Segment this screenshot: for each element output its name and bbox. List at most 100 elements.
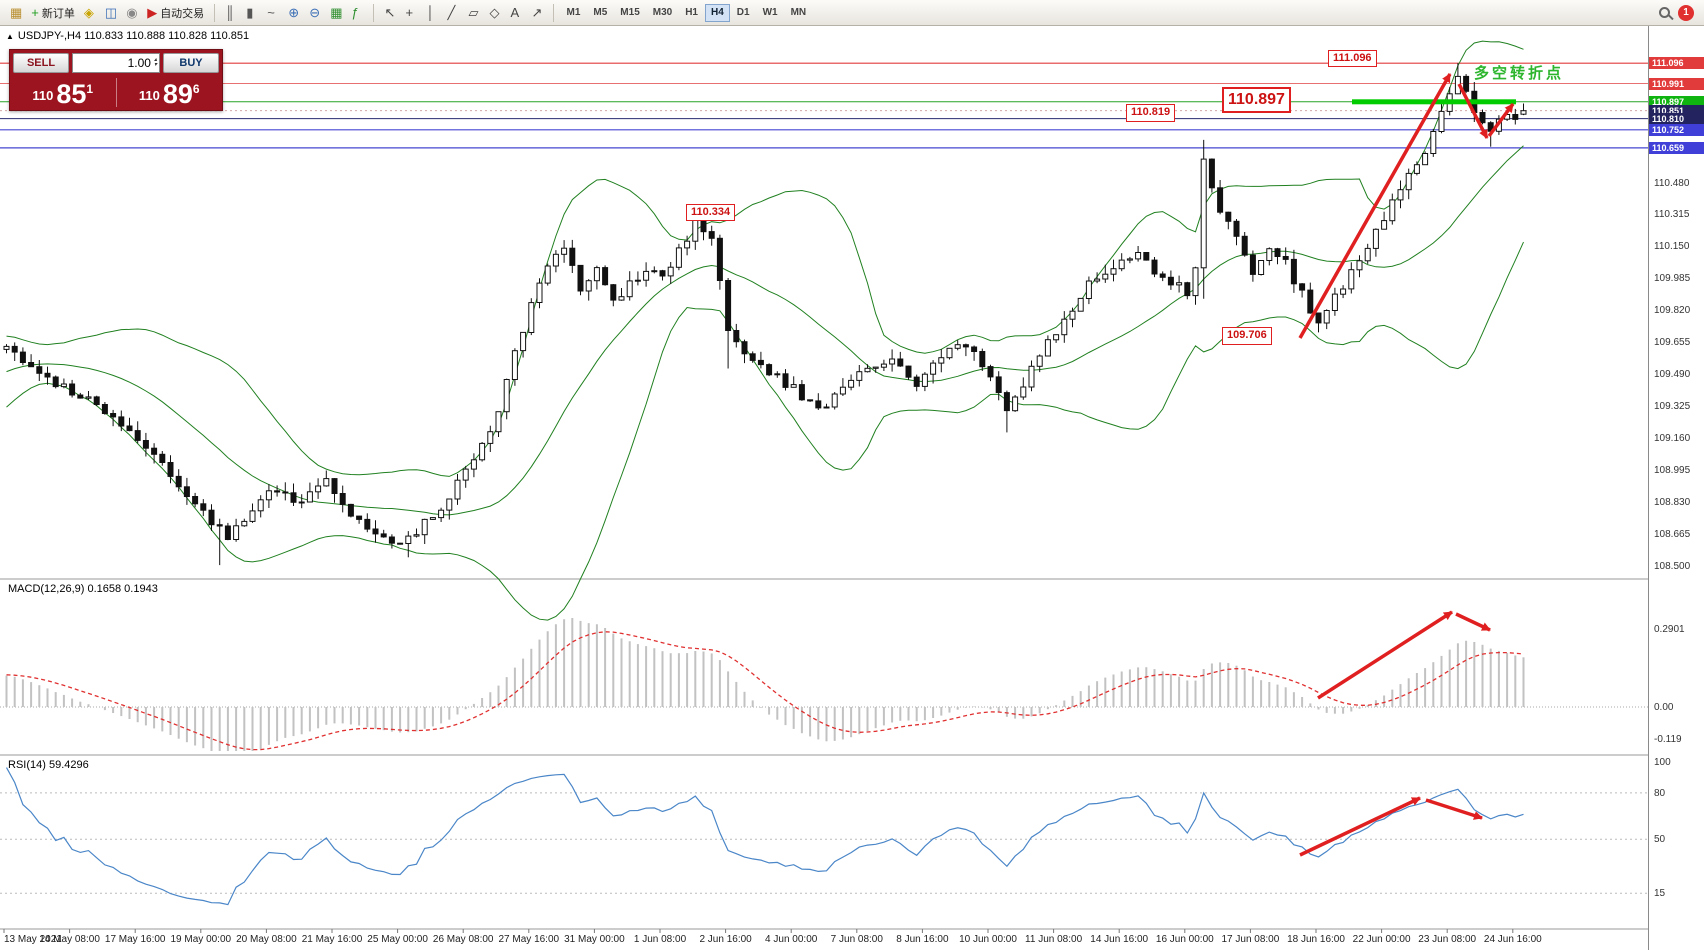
time-axis-label: 23 Jun 08:00 <box>1418 934 1477 945</box>
price-callout[interactable]: 109.706 <box>1222 327 1272 345</box>
price-axis-marker: 110.659 <box>1649 141 1704 154</box>
sell-price[interactable]: 110 85 1 <box>32 79 94 110</box>
tile-windows-button[interactable]: ▦ <box>326 2 346 24</box>
time-axis-label: 21 May 16:00 <box>301 934 363 945</box>
time-axis-label: 17 Jun 08:00 <box>1221 934 1280 945</box>
time-axis-label: 1 Jun 08:00 <box>633 934 687 945</box>
notification-badge[interactable]: 1 <box>1678 4 1694 21</box>
new-order-button[interactable]: + 新订单 <box>27 2 79 24</box>
collapse-panel-icon[interactable]: ▲ <box>6 31 14 41</box>
price-callout[interactable]: 110.819 <box>1126 104 1176 123</box>
market-watch-button[interactable]: ◫ <box>101 2 121 24</box>
data-window-button[interactable]: ◉ <box>122 2 142 24</box>
arrows-button[interactable]: ↗ <box>527 2 547 24</box>
trendline-button[interactable]: ╱ <box>443 2 463 24</box>
bar-chart-icon: ║ <box>225 5 235 20</box>
zoom-out-button[interactable]: ⊖ <box>305 2 325 24</box>
price-callout[interactable]: 110.334 <box>686 203 736 222</box>
price-callout[interactable]: 111.096 <box>1328 49 1377 68</box>
price-axis-label: 110.315 <box>1654 209 1690 221</box>
time-axis-label: 22 Jun 00:00 <box>1352 934 1411 945</box>
trend-arrows <box>1298 73 1515 857</box>
search-icon[interactable] <box>1659 7 1670 18</box>
volume-value: 1.00 <box>127 56 151 70</box>
bar-chart-button[interactable]: ║ <box>221 2 241 24</box>
panel-separators <box>0 578 1704 930</box>
crosshair-button[interactable]: + <box>401 2 421 24</box>
time-axis-label: 25 May 00:00 <box>367 934 428 945</box>
timeframe-m1[interactable]: M1 <box>560 4 586 22</box>
candlesticks <box>3 63 1527 566</box>
text-icon: A <box>510 5 520 20</box>
one-click-trading-panel: SELL 1.00 ▴ ▾ BUY 110 85 1 110 89 6 <box>9 49 223 111</box>
time-axis-label: 13 May 2021 <box>4 934 62 945</box>
macd-axis-label: 0.00 <box>1654 702 1674 713</box>
macd-indicator-label: MACD(12,26,9) 0.1658 0.1943 <box>8 583 158 595</box>
time-axis-label: 16 Jun 00:00 <box>1155 934 1214 945</box>
channel-button[interactable]: ▱ <box>464 2 484 24</box>
turning-point-annotation[interactable]: 多空转折点 <box>1474 65 1565 82</box>
vertical-line-icon: │ <box>426 5 435 20</box>
time-axis-label: 14 May 08:00 <box>39 934 100 945</box>
timeframe-w1[interactable]: W1 <box>757 4 784 22</box>
volume-spinner[interactable]: ▴ ▾ <box>153 57 157 68</box>
volume-down-icon[interactable]: ▾ <box>153 62 157 68</box>
price-callout[interactable]: 110.897 <box>1222 87 1291 114</box>
macd-axis-label: -0.119 <box>1654 733 1682 745</box>
app-chart-button[interactable]: ▦ <box>6 2 26 24</box>
volume-up-icon[interactable]: ▴ <box>153 57 157 63</box>
vertical-line-button[interactable]: │ <box>422 2 442 24</box>
volume-stepper[interactable]: 1.00 ▴ ▾ <box>72 53 160 73</box>
autotrading-button[interactable]: ▶ 自动交易 <box>143 2 208 24</box>
time-axis-label: 17 May 16:00 <box>104 934 166 945</box>
text-button[interactable]: A <box>506 2 526 24</box>
rsi-panel <box>0 767 1648 906</box>
horizontal-level-lines <box>0 62 1648 149</box>
candlestick-button[interactable]: ▮ <box>242 2 262 24</box>
rsi-axis-label: 50 <box>1654 834 1666 846</box>
indicators-button[interactable]: ƒ <box>347 2 367 24</box>
line-chart-button[interactable]: ~ <box>263 2 283 24</box>
shapes-button[interactable]: ◇ <box>485 2 505 24</box>
toolbar-right-cluster: 1 <box>1659 4 1698 21</box>
price-axis-label: 109.160 <box>1654 433 1691 445</box>
price-axis[interactable]: 110.480 110.315 110.150 109.985 109.820 109.6… <box>1648 26 1704 950</box>
timeframe-d1[interactable]: D1 <box>731 4 756 22</box>
new-order-icon: + <box>31 5 39 20</box>
timeframe-m5[interactable]: M5 <box>587 4 613 22</box>
time-axis[interactable]: 13 May 2021 14 May 08:00 17 May 16:00 19 Ma… <box>0 929 1648 950</box>
price-axis-marker: 110.991 <box>1649 77 1704 90</box>
timeframe-h4[interactable]: H4 <box>705 3 730 22</box>
shapes-icon: ◇ <box>489 5 500 20</box>
price-axis-label: 109.820 <box>1654 305 1691 317</box>
profiles-button[interactable]: ◈ <box>80 2 100 24</box>
chart-symbol-title: ▲ USDJPY-,H4 110.833 110.888 110.828 110… <box>6 30 249 42</box>
rsi-axis-label: 100 <box>1654 757 1671 768</box>
price-axis-label: 109.325 <box>1654 401 1691 413</box>
buy-button[interactable]: BUY <box>163 53 219 73</box>
time-axis-label: 4 Jun 00:00 <box>765 934 818 945</box>
toolbar-separator <box>553 3 555 22</box>
cursor-button[interactable]: ↖ <box>380 2 400 24</box>
toolbar-separator <box>214 3 216 22</box>
timeframe-m15[interactable]: M15 <box>614 4 645 22</box>
new-order-button-label: 新订单 <box>41 7 75 20</box>
time-axis-label: 26 May 08:00 <box>432 934 494 945</box>
rsi-axis-label: 80 <box>1654 787 1666 799</box>
timeframe-mn[interactable]: MN <box>785 4 813 22</box>
timeframe-h1[interactable]: H1 <box>679 4 704 22</box>
app-chart-icon: ▦ <box>10 5 23 20</box>
trade-panel-divider <box>115 78 117 107</box>
chart-canvas[interactable] <box>0 26 1704 950</box>
time-axis-label: 24 Jun 16:00 <box>1483 934 1542 945</box>
crosshair-icon: + <box>405 5 414 20</box>
price-axis-marker: 110.810 <box>1649 112 1704 125</box>
buy-price[interactable]: 110 89 6 <box>138 79 200 110</box>
zoom-in-button[interactable]: ⊕ <box>284 2 304 24</box>
indicators-icon: ƒ <box>351 5 359 20</box>
time-axis-ticks <box>3 929 1514 933</box>
time-axis-label: 10 Jun 00:00 <box>959 934 1017 945</box>
timeframe-m30[interactable]: M30 <box>647 4 678 22</box>
sell-button[interactable]: SELL <box>13 53 69 73</box>
main-toolbar: ▦ + 新订单 ◈ ◫ ◉ ▶ 自动交易 ║ ▮ ~ ⊕ ⊖ ▦ ƒ ↖ + │ ╱ ▱ ◇ A ↗ M1 M5 M15 M30 H1… <box>0 0 1704 26</box>
